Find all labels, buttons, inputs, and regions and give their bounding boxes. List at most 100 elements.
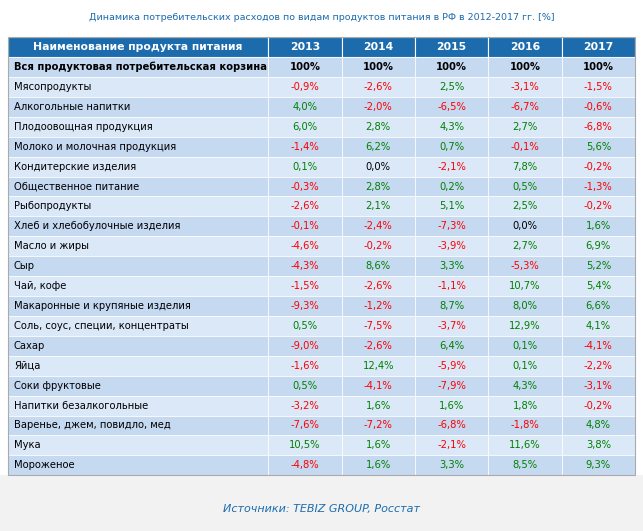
Bar [8,456,268,475]
Text: -6,5%: -6,5% [437,102,466,112]
Text: 6,4%: 6,4% [439,341,464,351]
Text: Наименование продукта питания: Наименование продукта питания [33,42,243,52]
Bar [341,176,415,196]
Text: 100%: 100% [289,62,320,72]
Text: 8,7%: 8,7% [439,301,464,311]
Text: -0,1%: -0,1% [511,142,539,152]
Text: 6,9%: 6,9% [586,241,611,251]
Text: -7,5%: -7,5% [364,321,393,331]
Text: 5,2%: 5,2% [586,261,611,271]
Text: 0,5%: 0,5% [293,381,318,391]
Bar [341,256,415,276]
Text: -0,3%: -0,3% [291,182,319,192]
Text: 10,7%: 10,7% [509,281,541,291]
Text: -6,8%: -6,8% [437,421,466,431]
Text: 0,1%: 0,1% [512,361,538,371]
Bar [488,396,561,415]
Text: -0,2%: -0,2% [584,201,613,211]
Text: -5,3%: -5,3% [511,261,539,271]
Text: 0,7%: 0,7% [439,142,464,152]
Text: 2015: 2015 [437,42,467,52]
Bar [341,136,415,157]
Text: 5,1%: 5,1% [439,201,464,211]
Text: 2,8%: 2,8% [366,182,391,192]
Text: -5,9%: -5,9% [437,361,466,371]
Text: -1,8%: -1,8% [511,421,539,431]
Text: -3,9%: -3,9% [437,241,466,251]
Text: 0,5%: 0,5% [293,321,318,331]
Text: -0,6%: -0,6% [584,102,613,112]
Bar [8,415,268,435]
Text: 2,7%: 2,7% [512,122,538,132]
Bar [8,117,268,136]
Text: Хлеб и хлебобулочные изделия: Хлеб и хлебобулочные изделия [14,221,181,232]
Text: 2,1%: 2,1% [366,201,391,211]
Bar [488,136,561,157]
Text: -1,3%: -1,3% [584,182,613,192]
Bar [8,176,268,196]
Text: 100%: 100% [583,62,614,72]
Bar [488,57,561,77]
Bar [268,57,341,77]
Text: Динамика потребительских расходов по видам продуктов питания в РФ в 2012-2017 гг: Динамика потребительских расходов по вид… [89,13,554,22]
Text: -1,6%: -1,6% [291,361,320,371]
Bar [488,316,561,336]
Text: Масло и жиры: Масло и жиры [14,241,89,251]
Bar [415,276,488,296]
Text: -2,1%: -2,1% [437,161,466,172]
Bar [488,176,561,196]
Text: Сыр: Сыр [14,261,35,271]
Text: -7,2%: -7,2% [364,421,393,431]
Bar [8,256,268,276]
Text: -2,0%: -2,0% [364,102,393,112]
Text: -2,6%: -2,6% [364,281,393,291]
Bar [488,296,561,316]
Bar [488,276,561,296]
Text: 2013: 2013 [290,42,320,52]
Bar [415,236,488,256]
Text: 5,6%: 5,6% [586,142,611,152]
Text: -4,1%: -4,1% [364,381,393,391]
Bar [268,77,341,97]
Bar [488,236,561,256]
Bar [561,136,635,157]
Text: Мука: Мука [14,440,41,450]
Bar [0,475,643,531]
Bar [488,77,561,97]
Bar [268,236,341,256]
Bar [561,176,635,196]
Bar [341,456,415,475]
Text: 6,2%: 6,2% [366,142,391,152]
Bar [415,196,488,216]
Bar [561,456,635,475]
Bar [268,216,341,236]
Bar [341,276,415,296]
Bar [268,435,341,455]
Bar [8,396,268,415]
Text: 10,5%: 10,5% [289,440,321,450]
Text: Общественное питание: Общественное питание [14,182,140,192]
Text: Мясопродукты: Мясопродукты [14,82,91,92]
Text: 6,6%: 6,6% [586,301,611,311]
Bar [268,356,341,376]
Bar [8,276,268,296]
Text: -2,6%: -2,6% [364,341,393,351]
Text: Молоко и молочная продукция: Молоко и молочная продукция [14,142,176,152]
Bar [8,196,268,216]
Text: Сахар: Сахар [14,341,45,351]
Text: 0,1%: 0,1% [293,161,318,172]
Bar [488,157,561,176]
Text: -4,3%: -4,3% [291,261,319,271]
Bar [415,136,488,157]
Bar [561,256,635,276]
Text: -9,3%: -9,3% [291,301,320,311]
Text: 7,8%: 7,8% [512,161,538,172]
Text: 0,1%: 0,1% [512,341,538,351]
Bar [341,117,415,136]
Text: 12,9%: 12,9% [509,321,541,331]
Bar [268,196,341,216]
Bar [561,117,635,136]
Text: Вся продуктовая потребительская корзина: Вся продуктовая потребительская корзина [14,62,267,72]
Text: 1,6%: 1,6% [366,400,391,410]
Bar [8,236,268,256]
